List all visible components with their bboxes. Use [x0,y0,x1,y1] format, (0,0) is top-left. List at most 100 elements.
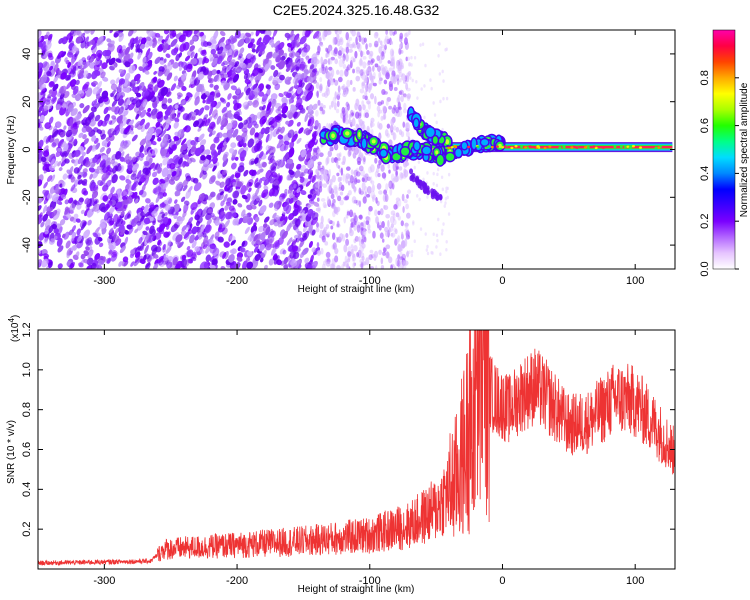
speckle [416,194,419,198]
speckle [202,206,209,216]
speckle [349,30,353,34]
speckle [411,78,414,83]
speckle [393,30,397,35]
speckle [353,149,357,156]
speckle [348,36,353,41]
speckle [80,222,87,231]
speckle [238,53,243,59]
speckle [249,127,256,136]
speckle [259,106,264,111]
speckle [253,137,259,144]
speckle [314,52,319,58]
speckle [197,127,202,132]
speckle [204,91,211,96]
speckle [250,83,257,92]
figure-title: C2E5.2024.325.16.48.G32 [273,2,440,18]
speckle [388,181,391,188]
speckle [108,40,115,48]
speckle [175,234,183,243]
speckle [369,176,373,184]
speckle [410,55,413,60]
speckle [367,228,372,234]
speckle [224,204,229,211]
colorbar-tick-label: 0.4 [699,166,711,181]
speckle [285,120,290,125]
spectrogram-y-tick-label: 40 [21,48,33,60]
speckle [54,121,62,129]
speckle [406,93,411,99]
speckle [268,131,273,142]
speckle [48,261,53,269]
speckle [145,154,152,162]
speckle [361,37,366,45]
speckle [247,138,255,148]
speckle [248,187,252,193]
speckle [436,172,439,177]
speckle [352,68,356,74]
speckle [265,133,270,143]
speckle [330,193,335,200]
speckle [390,232,396,238]
speckle [263,185,269,191]
speckle [398,198,402,207]
speckle [38,30,42,38]
speckle [334,143,338,149]
speckle [390,40,394,45]
speckle [330,157,335,164]
speckle [125,174,130,181]
spectrogram-y-tick-label: 0 [21,146,33,152]
speckle [435,245,438,249]
speckle [140,109,147,118]
speckle [426,244,429,249]
speckle [348,146,352,151]
signal-blob-core [432,136,438,144]
signal-branch-dot [414,176,419,183]
speckle [223,193,228,203]
speckle [315,34,319,39]
speckle [432,182,435,186]
speckle [338,58,344,68]
speckle [227,93,232,100]
speckle [92,232,99,238]
speckle [402,206,405,214]
speckle [320,215,324,225]
colorbar-gradient [712,29,736,270]
speckle [83,229,91,239]
speckle [445,239,448,244]
speckle [131,191,138,199]
speckle [332,96,337,104]
speckle [183,231,190,239]
speckle [351,255,355,262]
speckle [346,79,351,88]
speckle [390,264,394,269]
speckle [365,69,369,75]
speckle [259,168,264,173]
speckle [300,210,305,217]
speckle [85,246,90,251]
speckle [378,224,382,231]
speckle [383,205,389,211]
speckle [340,47,345,55]
speckle [117,83,123,92]
speckle [372,230,376,239]
speckle [320,198,326,202]
speckle [348,48,353,53]
speckle [169,163,176,170]
speckle [272,128,278,138]
speckle [437,217,440,222]
speckle [298,127,304,134]
speckle [432,232,435,237]
speckle [115,150,122,160]
speckle [362,55,367,60]
speckle [355,66,361,72]
speckle [345,53,349,62]
speckle [358,236,361,243]
speckle [110,79,116,85]
speckle [342,155,346,164]
speckle [370,122,375,128]
speckle [407,189,412,194]
speckle [208,163,214,169]
speckle [57,263,63,269]
speckle [323,104,326,109]
band-dot [548,145,552,148]
